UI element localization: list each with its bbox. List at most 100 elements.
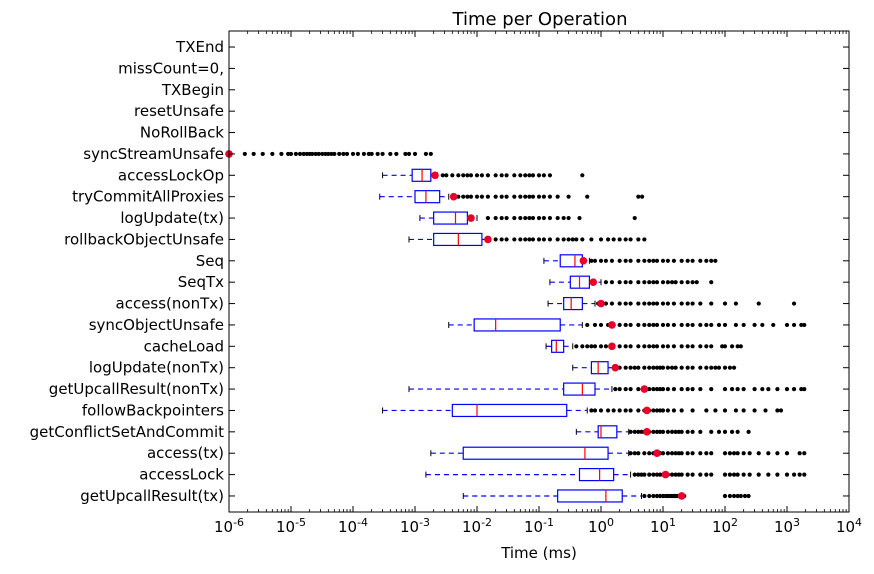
x-tick-label: 104 bbox=[836, 516, 862, 536]
outlier-point bbox=[709, 386, 714, 392]
outlier-point bbox=[729, 344, 735, 349]
outlier-point bbox=[741, 451, 746, 456]
outlier-point bbox=[592, 344, 598, 349]
outlier-point bbox=[802, 322, 807, 328]
outlier-point bbox=[440, 173, 445, 178]
outlier-point bbox=[654, 365, 660, 370]
outlier-point bbox=[709, 344, 714, 349]
outlier-point bbox=[766, 472, 771, 477]
outlier-point bbox=[698, 365, 703, 370]
outlier-point bbox=[632, 429, 637, 434]
box-group bbox=[408, 232, 647, 247]
iqr-box bbox=[578, 467, 615, 482]
iqr-box bbox=[462, 446, 609, 460]
outlier-point bbox=[636, 301, 641, 306]
outlier-point bbox=[690, 322, 695, 328]
outlier-point bbox=[669, 365, 675, 370]
outlier-point bbox=[651, 344, 656, 349]
outlier-point bbox=[698, 386, 703, 392]
outlier-point bbox=[651, 258, 656, 263]
outlier-point bbox=[636, 408, 641, 413]
outlier-point bbox=[428, 151, 433, 157]
outlier-point bbox=[685, 280, 690, 285]
category-label: getUpcallResult(nonTx) bbox=[49, 380, 224, 398]
outlier-point bbox=[747, 451, 752, 456]
outlier-point bbox=[623, 322, 628, 328]
outlier-point bbox=[617, 280, 622, 285]
outlier-point bbox=[547, 237, 553, 242]
mean-point bbox=[608, 321, 616, 329]
outlier-point bbox=[499, 173, 504, 178]
outlier-point bbox=[561, 215, 566, 221]
outlier-point bbox=[499, 194, 504, 199]
outlier-point bbox=[636, 386, 641, 392]
outlier-point bbox=[654, 472, 660, 477]
category-labels: getUpcallResult(tx) accessLock access(tx) g… bbox=[30, 38, 225, 505]
outlier-point bbox=[642, 237, 647, 242]
category-label: missCount=0, bbox=[118, 59, 224, 77]
outlier-point bbox=[456, 173, 461, 178]
outlier-point bbox=[647, 386, 652, 392]
outlier-point bbox=[690, 258, 695, 263]
outlier-point bbox=[642, 493, 647, 499]
outlier-point bbox=[685, 451, 690, 456]
outlier-point bbox=[690, 344, 695, 349]
outlier-point bbox=[403, 151, 408, 157]
outlier-point bbox=[654, 322, 660, 328]
outlier-point bbox=[799, 386, 804, 392]
outlier-point bbox=[760, 386, 765, 392]
outlier-point bbox=[518, 194, 523, 199]
outlier-point bbox=[679, 365, 684, 370]
outlier-point bbox=[541, 237, 547, 242]
outlier-point bbox=[639, 194, 645, 199]
outlier-point bbox=[704, 344, 709, 349]
box-group bbox=[382, 168, 585, 182]
box-group bbox=[547, 296, 797, 311]
outlier-point bbox=[766, 386, 771, 392]
outlier-point bbox=[752, 386, 757, 392]
outlier-point bbox=[660, 451, 666, 456]
outlier-point bbox=[690, 451, 695, 456]
outlier-point bbox=[589, 258, 594, 263]
outlier-point bbox=[679, 451, 684, 456]
outlier-point bbox=[709, 322, 714, 328]
outlier-point bbox=[628, 258, 633, 263]
x-axis-label: Time (ms) bbox=[500, 544, 577, 562]
outlier-point bbox=[598, 344, 604, 349]
outlier-point bbox=[541, 194, 547, 199]
plot-area bbox=[225, 150, 807, 503]
outlier-point bbox=[647, 344, 652, 349]
outlier-point bbox=[288, 151, 294, 157]
outlier-point bbox=[738, 344, 743, 349]
outlier-point bbox=[727, 472, 733, 477]
category-label: NoRollBack bbox=[140, 124, 224, 142]
outlier-point bbox=[735, 386, 740, 392]
outlier-point bbox=[636, 258, 641, 263]
outlier-point bbox=[752, 408, 757, 413]
category-label: getUpcallResult(tx) bbox=[80, 487, 224, 505]
outlier-point bbox=[493, 215, 498, 221]
outlier-point bbox=[771, 322, 776, 328]
outlier-point bbox=[493, 194, 498, 199]
outlier-point bbox=[350, 151, 356, 157]
outlier-point bbox=[636, 472, 641, 477]
outlier-point bbox=[623, 408, 628, 413]
outlier-point bbox=[605, 237, 611, 242]
outlier-point bbox=[669, 429, 675, 434]
outlier-point bbox=[589, 237, 594, 242]
outlier-point bbox=[654, 280, 660, 285]
outlier-point bbox=[713, 365, 718, 370]
outlier-point bbox=[679, 258, 684, 263]
outlier-point bbox=[698, 301, 703, 306]
box-group bbox=[543, 254, 718, 268]
outlier-point bbox=[704, 258, 709, 263]
iqr-box bbox=[563, 382, 596, 396]
outlier-point bbox=[598, 408, 604, 413]
outlier-point bbox=[523, 194, 528, 199]
outlier-point bbox=[709, 451, 714, 456]
outlier-point bbox=[722, 386, 728, 392]
outlier-point bbox=[685, 258, 690, 263]
outlier-point bbox=[756, 301, 761, 306]
category-label: logUpdate(nonTx) bbox=[89, 359, 224, 377]
outlier-point bbox=[651, 386, 656, 392]
